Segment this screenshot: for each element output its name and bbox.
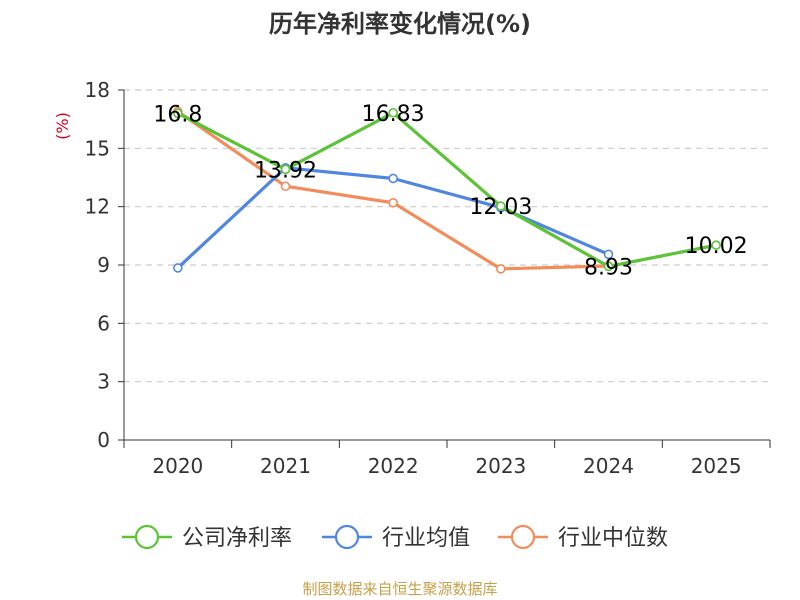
legend-marker-icon bbox=[334, 524, 360, 550]
legend-label: 公司净利率 bbox=[182, 526, 292, 551]
data-point bbox=[388, 197, 398, 208]
x-tick-label: 2021 bbox=[260, 454, 311, 478]
data-point bbox=[496, 201, 506, 211]
legend-marker-icon bbox=[134, 524, 160, 550]
legend-label: 行业中位数 bbox=[558, 526, 668, 551]
data-label: 16.8 bbox=[153, 102, 202, 127]
data-label: 12.03 bbox=[469, 195, 532, 220]
data-labels: 16.8 13.92 16.83 12.03 8.93 10.02 bbox=[153, 102, 747, 281]
data-label: 13.92 bbox=[254, 158, 317, 183]
y-tick-label: 9 bbox=[97, 253, 110, 277]
x-tick-label: 2023 bbox=[475, 454, 526, 478]
y-tick-label: 6 bbox=[97, 311, 110, 335]
data-point bbox=[603, 249, 614, 260]
data-point bbox=[280, 181, 291, 192]
y-tick-label: 3 bbox=[97, 370, 110, 394]
data-point bbox=[711, 240, 721, 250]
series bbox=[173, 106, 721, 274]
data-point bbox=[388, 107, 398, 118]
legend-label: 行业均值 bbox=[382, 526, 470, 551]
legend: 公司净利率 行业均值 行业中位数 bbox=[122, 524, 668, 551]
y-tick-label: 0 bbox=[97, 428, 110, 452]
y-tick-label: 12 bbox=[85, 195, 110, 219]
y-tick-label: 18 bbox=[85, 78, 110, 102]
chart-title: 历年净利率变化情况(%) bbox=[269, 10, 531, 38]
data-label: 10.02 bbox=[685, 234, 748, 259]
y-tick-label: 15 bbox=[85, 136, 110, 160]
legend-marker-icon bbox=[510, 524, 536, 550]
data-label: 16.83 bbox=[362, 102, 425, 127]
y-axis-label: (%) bbox=[53, 112, 72, 140]
data-point bbox=[496, 264, 506, 274]
x-tick-label: 2020 bbox=[152, 454, 203, 478]
data-point bbox=[173, 108, 183, 119]
series-line bbox=[176, 109, 611, 271]
gridlines bbox=[124, 89, 770, 383]
data-label: 8.93 bbox=[584, 255, 633, 280]
source-note: 制图数据来自恒生聚源数据库 bbox=[302, 580, 498, 598]
x-tick-label: 2025 bbox=[691, 454, 742, 478]
series-line bbox=[176, 111, 718, 268]
x-tick-label: 2022 bbox=[368, 454, 419, 478]
data-point bbox=[603, 261, 614, 272]
data-point bbox=[280, 164, 291, 175]
data-point bbox=[388, 173, 398, 184]
x-tick-label: 2024 bbox=[583, 454, 634, 478]
data-point bbox=[173, 263, 183, 273]
axes: 0 3 6 9 12 15 18 2020 2021 2022 2023 2024 2025 bbox=[85, 78, 771, 478]
